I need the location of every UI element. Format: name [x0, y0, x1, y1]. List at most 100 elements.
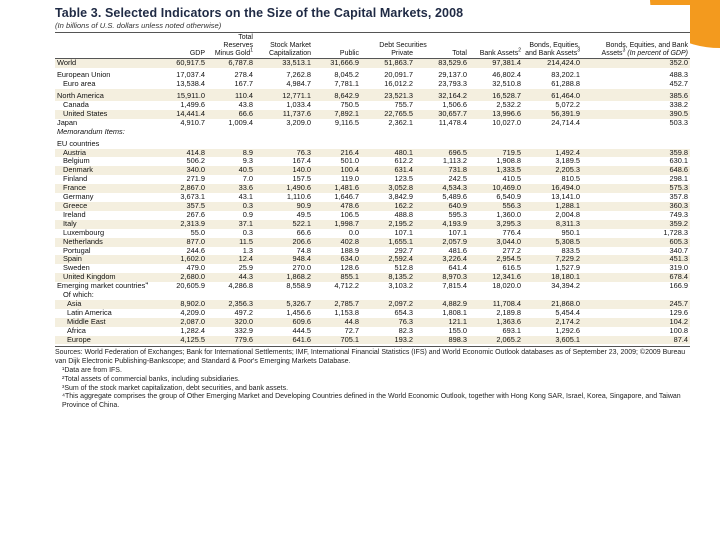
table-cell: 750.5	[340, 100, 360, 110]
header-stock-cap: Stock Market Capitalization	[255, 31, 313, 60]
table-cell: 634.0	[313, 255, 361, 265]
row-label: European Union	[57, 70, 111, 80]
table-cell: 32,510.8	[492, 79, 521, 89]
table-cell: 7.0	[242, 174, 253, 184]
table-cell: 5,489.6	[442, 192, 467, 202]
table-cell: 82.3	[398, 325, 413, 335]
table-cell: 8,902.0	[157, 299, 207, 309]
table-cell: 49.5	[296, 209, 311, 219]
table-cell: 162.2	[361, 201, 415, 211]
table-cell: 2,189.8	[496, 307, 521, 317]
table-cell: 595.3	[448, 209, 468, 219]
table-cell: 188.9	[340, 245, 360, 255]
table-cell: 631.4	[361, 165, 415, 176]
table-cell: 83,529.6	[415, 58, 469, 69]
table-cell	[361, 137, 415, 149]
table-row: Sweden 479.0 25.9 270.0 128.6 512.8 641.4 616.5…	[55, 263, 690, 273]
table-cell: 1,490.6	[255, 183, 313, 194]
table-cell: 1,998.7	[313, 219, 361, 229]
footnote-1: ¹Data are from IFS.	[62, 367, 122, 375]
table-cell: 7,262.8	[286, 70, 311, 80]
table-cell: 3,295.3	[469, 219, 523, 229]
table-cell: 414.8	[157, 148, 207, 158]
table-cell: 8.9	[207, 148, 255, 158]
table-cell: 7,781.1	[334, 79, 359, 89]
table-cell: 1,360.0	[496, 209, 521, 219]
table-cell: 654.3	[394, 307, 414, 317]
table-cell	[313, 128, 361, 137]
table-cell: 72.7	[344, 325, 359, 335]
table-cell: 18,180.1	[523, 272, 582, 283]
table-cell: 3,605.1	[523, 335, 582, 345]
table-cell: 522.1	[255, 219, 313, 229]
table-cell: 4,910.7	[180, 117, 205, 127]
table-body: World 60,917.5 6,787.8 33,513.1 31,666.9 51,8…	[55, 58, 690, 345]
table-cell: 776.4	[502, 227, 522, 237]
footnote-2: ²Total assets of commercial banks, inclu…	[62, 375, 240, 383]
row-label: Austria	[55, 148, 157, 158]
row-label: Ireland	[63, 210, 86, 219]
table-cell: 11.5	[207, 237, 255, 247]
table-cell: 8,970.3	[415, 272, 469, 283]
table-cell: 390.5	[582, 109, 690, 119]
table-cell	[255, 128, 313, 137]
table-cell: 7,892.1	[313, 109, 361, 119]
table-cell: 488.3	[669, 70, 689, 80]
table-row: Denmark 340.0 40.5 140.0 100.4 631.4 731.8 1,33…	[55, 165, 690, 176]
table-row: Germany 3,673.1 43.1 1,110.6 1,646.7 3,842.9 5…	[55, 192, 690, 202]
table-cell: 320.0	[207, 317, 255, 327]
table-cell: 40.5	[207, 165, 255, 176]
table-cell: 2,097.2	[361, 299, 415, 309]
row-label: Germany	[63, 193, 94, 202]
row-label: Greece	[55, 201, 157, 211]
table-cell: 8,642.9	[313, 89, 361, 102]
table-cell: 90.9	[255, 201, 313, 211]
table-cell: 87.4	[582, 335, 690, 345]
table-cell: 157.5	[292, 174, 312, 184]
table-cell: 731.8	[415, 165, 469, 176]
table-row: Ireland 267.6 0.9 49.5 106.5 488.8 595.3 1,360.…	[55, 209, 690, 220]
table-cell: 245.7	[582, 299, 690, 309]
table-cell: 278.4	[234, 70, 254, 80]
table-cell: 10,027.0	[492, 117, 521, 127]
table-cell: 100.4	[313, 165, 361, 176]
table-cell: 13,141.0	[551, 192, 580, 202]
table-cell: 1,868.2	[255, 272, 313, 283]
table-row: European Union 17,037.4 278.4 7,262.8 8,045.…	[55, 68, 690, 80]
table-cell	[207, 128, 255, 137]
table-cell: 16,494.0	[523, 183, 582, 194]
table-row: United Kingdom 2,680.0 44.3 1,868.2 855.1 8,1…	[55, 272, 690, 283]
table-cell: 1,506.6	[442, 100, 467, 110]
table-cell: 481.6	[448, 245, 468, 255]
table-cell: 1,808.1	[442, 307, 467, 317]
table-cell: 3,044.0	[469, 237, 523, 247]
table-cell: 1.3	[242, 245, 253, 255]
table-cell: 46,802.4	[492, 70, 521, 80]
table-cell: 2,313.9	[157, 219, 207, 229]
table-cell: 2,362.1	[388, 117, 413, 127]
row-label: Netherlands	[55, 237, 157, 247]
table-cell: 44.3	[207, 272, 255, 283]
table-cell: 352.0	[582, 58, 690, 69]
table-cell: 4,984.7	[286, 79, 311, 89]
table-row: Austria 414.8 8.9 76.3 216.4 480.1 696.5 719.5 1…	[55, 148, 690, 158]
table-cell: 8,135.2	[361, 272, 415, 283]
table-cell: 1,492.4	[523, 148, 582, 158]
table-cell: 948.4	[255, 255, 313, 265]
table-cell	[361, 128, 415, 137]
table-row: Middle East 2,087.0 320.0 609.6 44.8 76.3 121.…	[55, 317, 690, 327]
table-cell: 1,728.3	[663, 227, 688, 237]
table-cell	[207, 137, 255, 149]
table-cell: 277.2	[502, 245, 522, 255]
table-cell: 155.0	[448, 325, 468, 335]
header-row: GDP Total Reserves Minus Gold1 Stock Mar…	[55, 31, 690, 60]
table-cell: 696.5	[415, 148, 469, 158]
table-cell: 2,532.2	[496, 100, 521, 110]
table-cell: 503.3	[669, 117, 689, 127]
table-cell: 17,037.4	[176, 70, 205, 80]
row-label: Euro area	[63, 80, 96, 89]
table-cell: 10,469.0	[469, 183, 523, 194]
table-cell	[415, 137, 469, 149]
table-cell: 66.6	[296, 227, 311, 237]
table-row: Japan 4,910.7 1,009.4 3,209.0 9,116.5 2,362.1…	[55, 117, 690, 128]
